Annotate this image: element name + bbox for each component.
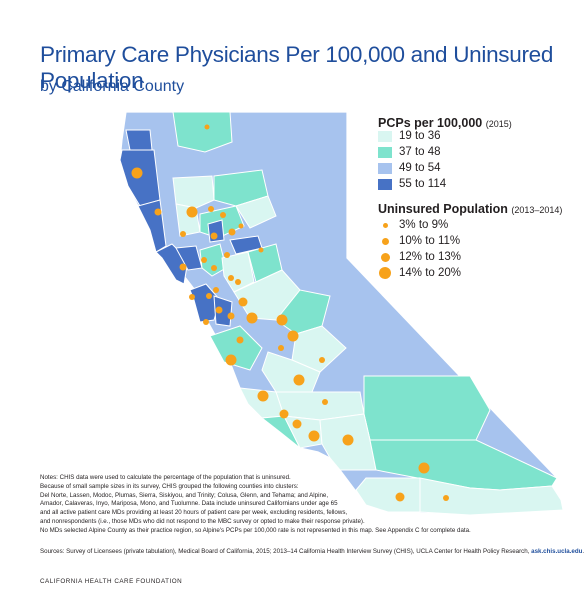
chis-link[interactable]: ask.chis.ucla.edu [531, 548, 583, 555]
uninsured-dot [225, 354, 237, 366]
uninsured-dot [342, 434, 354, 446]
uninsured-dot [179, 263, 187, 271]
county-level2 [172, 111, 233, 153]
swatch-level3 [378, 163, 392, 174]
pcp-legend-year: (2015) [485, 119, 512, 129]
note-line: and nonrespondents (i.e., those MDs who … [40, 517, 365, 525]
county-level1 [291, 325, 347, 373]
uninsured-dot [418, 462, 430, 474]
note-line: Because of small sample sizes in its sur… [40, 482, 299, 490]
county-level4 [189, 283, 221, 323]
uninsured-dot [257, 390, 269, 402]
uninsured-dot [227, 312, 235, 320]
notes: Notes: CHIS data were used to calculate … [40, 474, 550, 536]
uninsured-dot [236, 336, 244, 344]
uninsured-dot [131, 167, 143, 179]
uninsured-dot [443, 495, 449, 501]
dot-size-4 [379, 267, 391, 279]
uninsured-dot [201, 257, 207, 263]
county-level4 [175, 245, 203, 271]
uninsured-dot [186, 206, 198, 218]
uninsured-dot [322, 399, 328, 405]
county-level1 [419, 477, 564, 516]
uninsured-dot [258, 247, 264, 253]
uninsured-dot [238, 297, 248, 307]
uninsured-legend-year: (2013–2014) [511, 205, 563, 215]
county-level2 [363, 375, 491, 441]
uninsured-dot [308, 430, 320, 442]
county-level4 [213, 295, 233, 327]
note-line: No MDs selected Alpine County as their p… [40, 526, 471, 534]
uninsured-dots [131, 124, 449, 502]
dot-size-1 [383, 223, 388, 228]
uninsured-dot [213, 287, 219, 293]
county-level4 [125, 129, 153, 151]
note-line: and all active patient care MDs providin… [40, 509, 348, 517]
uninsured-dot [238, 223, 244, 229]
uninsured-dot [154, 208, 162, 216]
uninsured-dot [220, 212, 226, 218]
uninsured-dot [189, 294, 195, 300]
county-level1 [172, 175, 215, 209]
pcp-legend: PCPs per 100,000 (2015) 19 to 36 37 to 4… [378, 116, 512, 190]
uninsured-dot [293, 374, 305, 386]
note-line: Amador, Calaveras, Inyo, Mariposa, Mono,… [40, 500, 338, 508]
uninsured-dot [180, 231, 186, 237]
uninsured-dot [208, 206, 214, 212]
uninsured-legend: Uninsured Population (2013–2014) 3% to 9… [378, 202, 563, 279]
uninsured-dot [292, 419, 302, 429]
uninsured-legend-title: Uninsured Population (2013–2014) [378, 202, 563, 216]
county-level1 [235, 195, 277, 229]
uninsured-dot [278, 345, 284, 351]
uninsured-dot [215, 306, 223, 314]
uninsured-dot [319, 357, 325, 363]
uninsured-dot [203, 319, 209, 325]
uninsured-dot [235, 279, 241, 285]
swatch-level2 [378, 147, 392, 158]
county-level2 [209, 325, 263, 371]
uninsured-dot [287, 330, 299, 342]
sources: Sources: Survey of Licensees (private ta… [40, 548, 585, 555]
dot-size-2 [382, 238, 389, 245]
uninsured-dot [204, 124, 210, 130]
uninsured-dot [228, 228, 236, 236]
uninsured-dot [210, 232, 218, 240]
pcp-legend-title: PCPs per 100,000 (2015) [378, 116, 512, 130]
uninsured-dot [206, 293, 212, 299]
map-title: Primary Care Physicians Per 100,000 and … [40, 42, 554, 93]
uninsured-dot [279, 409, 289, 419]
uninsured-dot [224, 252, 230, 258]
uninsured-dot [395, 492, 405, 502]
dot-size-3 [381, 253, 390, 262]
uninsured-dot [228, 275, 234, 281]
county-level4 [119, 149, 161, 207]
swatch-level4 [378, 179, 392, 190]
uninsured-dot [246, 312, 258, 324]
swatch-level1 [378, 131, 392, 142]
note-line: Del Norte, Lassen, Modoc, Plumas, Sierra… [40, 491, 329, 499]
uninsured-dot [211, 265, 217, 271]
note-line: Notes: CHIS data were used to calculate … [40, 474, 291, 481]
map-subtitle: by California County [40, 78, 185, 95]
uninsured-dot [276, 314, 288, 326]
footer-organization: CALIFORNIA HEALTH CARE FOUNDATION [40, 578, 183, 585]
